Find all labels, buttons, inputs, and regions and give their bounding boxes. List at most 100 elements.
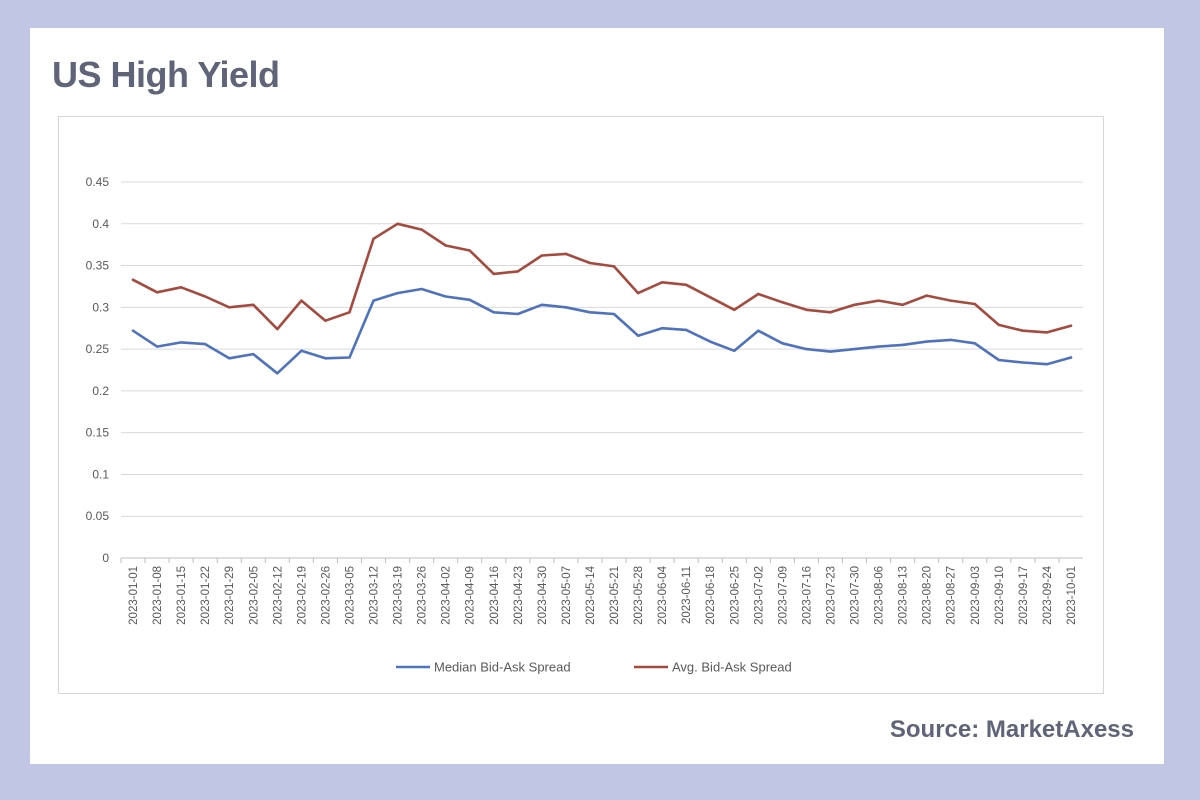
- data-point: [468, 249, 471, 252]
- data-point: [901, 303, 904, 307]
- x-tick-label: 2023-02-26: [320, 566, 332, 625]
- data-point: [420, 287, 423, 291]
- x-tick-label: 2023-06-11: [681, 566, 693, 624]
- x-tick-label: 2023-04-30: [537, 566, 549, 625]
- x-tick-label: 2023-05-21: [609, 566, 621, 625]
- data-point: [612, 265, 616, 268]
- data-point: [757, 329, 760, 332]
- y-tick-label: 0.4: [92, 217, 109, 231]
- x-tick-label: 2023-01-08: [152, 566, 164, 625]
- x-tick-label: 2023-01-01: [128, 566, 140, 625]
- chart-area: 0 0.05 0.1 0.15 0.2 0.25 0.3 0.35 0.4 0.45 2023-0…: [58, 116, 1104, 694]
- x-tick-label: 2023-08-06: [874, 566, 886, 625]
- x-tick-label: 2023-03-26: [417, 566, 429, 625]
- data-point: [829, 350, 832, 353]
- x-tick-label: 2023-07-02: [753, 566, 765, 625]
- y-tick-label: 0.25: [86, 342, 110, 356]
- series-line-0: [131, 287, 1073, 375]
- x-tick-label: 2023-05-07: [561, 566, 573, 625]
- data-point: [733, 349, 736, 352]
- data-point: [660, 281, 664, 284]
- gridlines: [121, 181, 1083, 559]
- data-point: [444, 244, 447, 247]
- x-tick-label: 2023-07-23: [825, 566, 837, 625]
- data-point: [684, 283, 688, 286]
- data-point: [348, 311, 351, 314]
- data-point: [829, 311, 832, 314]
- x-tick-label: 2023-04-02: [441, 566, 453, 625]
- x-tick-label: 2023-06-25: [729, 566, 741, 625]
- y-tick-label: 0.15: [86, 426, 110, 440]
- x-tick-label: 2023-09-03: [970, 566, 982, 625]
- x-tick-label: 2023-04-09: [465, 566, 477, 625]
- data-point: [276, 327, 279, 331]
- data-point: [588, 261, 592, 265]
- x-tick-label: 2023-02-19: [296, 566, 308, 625]
- x-tick-label: 2023-05-14: [585, 565, 597, 624]
- data-point: [396, 222, 399, 225]
- y-tick-label: 0.1: [92, 467, 109, 481]
- data-point: [155, 291, 159, 294]
- x-tick-label: 2023-08-13: [898, 566, 910, 625]
- data-point: [973, 302, 976, 306]
- data-point: [179, 341, 183, 344]
- x-tick-label: 2023-03-05: [344, 566, 356, 625]
- data-point: [540, 303, 544, 307]
- x-tick-label: 2023-09-10: [994, 566, 1006, 625]
- data-point: [709, 296, 712, 299]
- x-tick-label: 2023-01-29: [224, 566, 236, 625]
- data-point: [468, 298, 471, 302]
- data-point: [564, 252, 568, 256]
- x-tick-label: 2023-03-12: [369, 566, 381, 625]
- data-point: [396, 291, 399, 295]
- data-point: [516, 270, 520, 273]
- data-point: [1045, 362, 1049, 366]
- data-point: [997, 358, 1001, 362]
- data-point: [324, 357, 327, 360]
- data-point: [636, 334, 640, 337]
- x-tick-label: 2023-04-16: [489, 566, 501, 625]
- y-tick-label: 0.05: [86, 509, 110, 523]
- x-tick-label: 2023-02-05: [248, 566, 260, 625]
- chart-title: US High Yield: [52, 54, 280, 95]
- data-point: [973, 342, 976, 345]
- x-tick-label: 2023-02-12: [272, 566, 284, 625]
- data-point: [877, 345, 880, 348]
- y-tick-label: 0.35: [86, 259, 110, 273]
- data-point: [925, 294, 928, 297]
- data-point: [203, 295, 207, 298]
- y-tick-label: 0.45: [86, 175, 110, 189]
- data-point: [636, 291, 640, 295]
- y-tick-label: 0.2: [92, 384, 109, 398]
- source-note: Source: MarketAxess: [889, 716, 1134, 743]
- x-tick-label: 2023-03-19: [393, 566, 405, 625]
- x-tick-label: 2023-05-28: [633, 566, 645, 625]
- data-point: [949, 338, 952, 342]
- x-tick-label: 2023-08-20: [922, 566, 934, 625]
- x-tick-label: 2023-06-04: [657, 565, 669, 624]
- data-point: [276, 372, 279, 375]
- x-tick-label: 2023-07-09: [777, 566, 789, 625]
- y-tick-label: 0: [102, 551, 109, 565]
- data-point: [757, 292, 760, 296]
- data-point: [1021, 329, 1025, 332]
- x-tick-label: 2023-01-22: [200, 566, 212, 625]
- data-point: [348, 356, 351, 359]
- x-tick-label: 2023-08-27: [946, 566, 958, 625]
- data-point: [684, 328, 688, 332]
- data-point: [492, 272, 495, 276]
- data-point: [516, 312, 520, 316]
- data-point: [300, 299, 303, 302]
- data-point: [733, 308, 736, 312]
- line-chart: 0 0.05 0.1 0.15 0.2 0.25 0.3 0.35 0.4 0.45 2023-0…: [86, 175, 1083, 675]
- x-axis-tick-labels: 2023-01-01 2023-01-08 2023-01-15 2023-01-22…: [120, 558, 1078, 625]
- data-point: [877, 299, 880, 302]
- data-point: [372, 299, 375, 302]
- data-point: [1045, 331, 1049, 334]
- series-lines: [131, 222, 1073, 375]
- data-point: [131, 329, 135, 332]
- data-point: [925, 340, 928, 343]
- data-point: [709, 340, 712, 343]
- data-point: [179, 286, 183, 289]
- data-point: [155, 345, 159, 348]
